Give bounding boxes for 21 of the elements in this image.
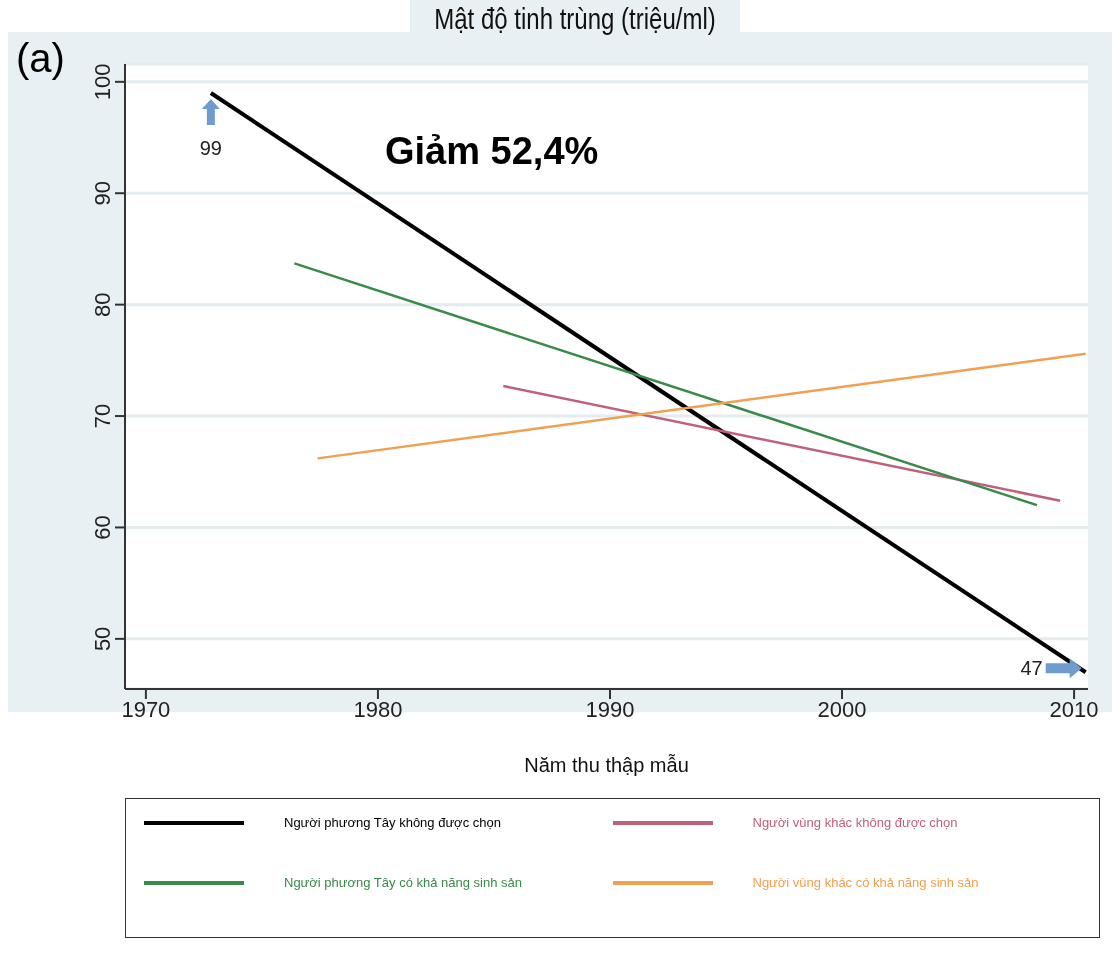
y-tick-label: 60 xyxy=(90,515,116,540)
annotation: 47 xyxy=(1020,657,1043,680)
x-tick-label: 2010 xyxy=(1049,696,1099,722)
text: Người phương Tây có khả năng sinh sản xyxy=(284,875,524,890)
y-tick-label: 100 xyxy=(90,63,116,101)
text: Người vùng khác có khả năng sinh sản xyxy=(752,875,980,890)
text: Người phương Tây không được chọn xyxy=(284,815,502,830)
y-tick-label: 50 xyxy=(90,626,116,652)
y-tick-label: 90 xyxy=(90,180,116,206)
x-axis-title: Năm thu thập mẫu xyxy=(524,754,689,776)
x-tick-label: 1980 xyxy=(353,696,403,722)
annotation: Giảm 52,4% xyxy=(385,130,599,173)
text: Người vùng khác không được chọn xyxy=(752,815,959,830)
x-tick-label: 2000 xyxy=(817,696,867,722)
chart-title: Mật độ tinh trùng (triệu/ml) xyxy=(433,2,717,36)
text: (a) xyxy=(16,36,65,81)
annotation: 99 xyxy=(199,136,222,159)
x-tick-label: 1970 xyxy=(121,696,171,722)
y-tick-label: 70 xyxy=(90,403,116,429)
y-tick-label: 80 xyxy=(90,292,116,317)
x-tick-label: 1990 xyxy=(585,696,635,722)
